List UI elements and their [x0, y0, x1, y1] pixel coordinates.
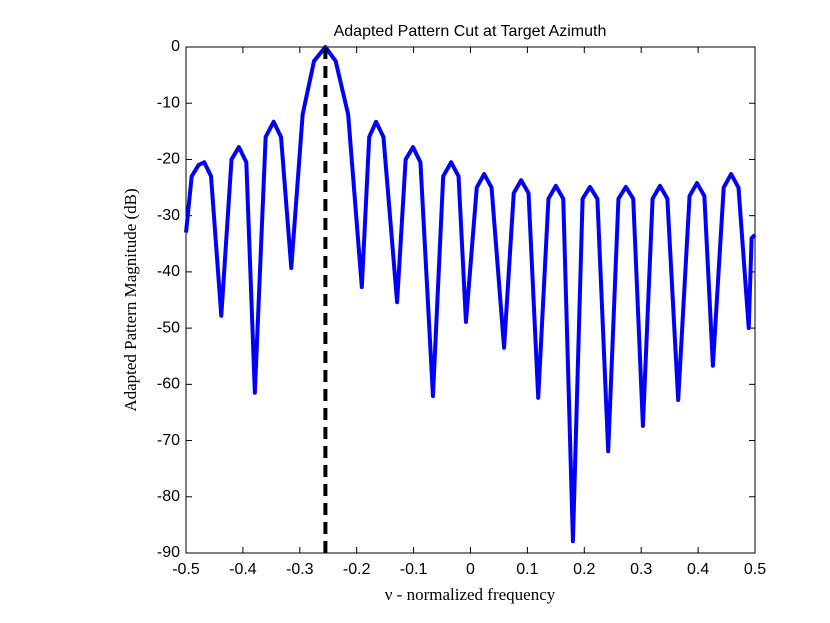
y-axis-label: Adapted Pattern Magnitude (dB) — [121, 188, 140, 411]
x-tick-label: -0.5 — [172, 561, 200, 578]
x-tick-label: 0.1 — [516, 561, 538, 578]
y-tick-label: -50 — [157, 319, 180, 336]
x-tick-label: -0.4 — [229, 561, 257, 578]
y-tick-label: -70 — [157, 432, 180, 449]
x-tick-label: 0.3 — [630, 561, 652, 578]
y-tick-label: -90 — [157, 544, 180, 561]
data-line — [184, 45, 757, 544]
x-axis-label: ν - normalized frequency — [385, 585, 556, 604]
y-tick-label: -20 — [157, 151, 180, 168]
x-tick-label: 0.5 — [744, 561, 766, 578]
x-tick-label: -0.2 — [343, 561, 371, 578]
x-tick-label: -0.3 — [286, 561, 314, 578]
x-tick-label: 0.2 — [573, 561, 595, 578]
y-tick-label: -30 — [157, 207, 180, 224]
x-tick-label: 0.4 — [687, 561, 709, 578]
y-tick-label: 0 — [171, 38, 180, 55]
plot-frame — [185, 46, 756, 554]
y-tick-label: -10 — [157, 94, 180, 111]
y-tick-label: -60 — [157, 376, 180, 393]
y-tick-label: -80 — [157, 488, 180, 505]
x-tick-label: 0 — [466, 561, 475, 578]
chart-title: Adapted Pattern Cut at Target Azimuth — [334, 23, 607, 40]
x-tick-label: -0.1 — [400, 561, 428, 578]
y-tick-label: -40 — [157, 263, 180, 280]
